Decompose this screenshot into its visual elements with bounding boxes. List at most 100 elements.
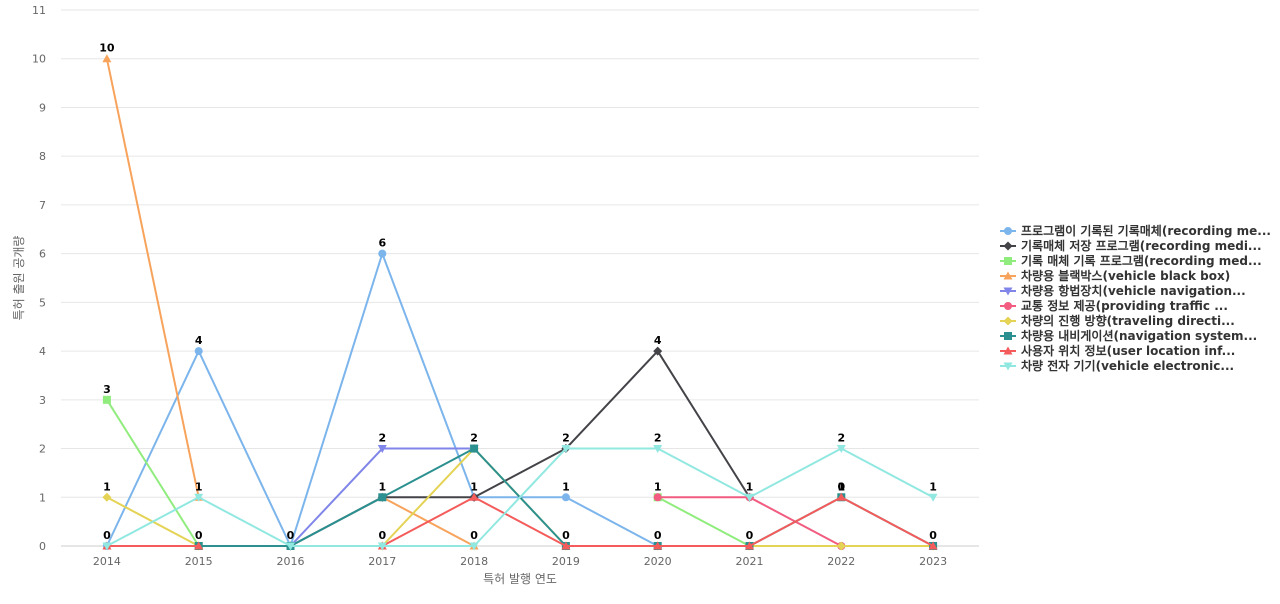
legend-marker [1003, 241, 1013, 251]
legend-item[interactable]: 프로그램이 기록된 기록매체(recording me... [1000, 223, 1271, 238]
legend-marker [1004, 227, 1012, 235]
legend-item[interactable]: 사용자 위치 정보(user location inf... [1000, 343, 1235, 358]
data-point [194, 493, 204, 502]
legend-marker [1003, 287, 1013, 296]
legend-label: 차량용 블랙박스(vehicle black box) [1021, 268, 1230, 283]
data-point [469, 492, 479, 501]
data-point [286, 542, 295, 551]
series-line [105, 447, 935, 547]
legend-marker [1003, 346, 1013, 355]
data-label: 6 [378, 237, 386, 250]
data-label: 1 [837, 480, 845, 493]
y-axis-title: 특허 출원 공개량 [12, 236, 26, 321]
data-label: 10 [99, 42, 115, 55]
data-point [377, 445, 387, 454]
legend-marker [1004, 257, 1012, 265]
legend-item[interactable]: 차량의 진행 방향(traveling directi... [1000, 313, 1235, 328]
x-tick-label: 2016 [277, 555, 305, 568]
data-point [928, 541, 938, 550]
x-tick-label: 2020 [644, 555, 672, 568]
data-label: 0 [378, 529, 386, 542]
data-point [653, 346, 663, 356]
x-tick-label: 2014 [93, 555, 121, 568]
y-tick-label: 8 [39, 150, 46, 163]
data-label: 0 [929, 529, 937, 542]
data-label: 2 [470, 432, 478, 445]
data-label: 2 [378, 432, 386, 445]
legend-item[interactable]: 교통 정보 제공(providing traffic ... [1000, 298, 1228, 313]
legend-label: 차량 전자 기기(vehicle electronic... [1021, 358, 1234, 373]
legend-item[interactable]: 차량용 블랙박스(vehicle black box) [1000, 268, 1230, 283]
data-label: 0 [195, 529, 203, 542]
data-point [469, 542, 479, 551]
data-point [561, 445, 571, 454]
data-point [102, 54, 112, 63]
data-point [102, 395, 111, 404]
x-axis-ticks: 2014 2015 2016 2017 2018 2019 2020 2021 2022 2023 [93, 555, 947, 568]
data-point [378, 249, 387, 258]
data-point [102, 492, 112, 502]
legend-label: 차량용 항법장치(vehicle navigation... [1021, 283, 1246, 298]
legend-marker [1003, 316, 1013, 326]
series-lines [102, 54, 938, 551]
data-label: 0 [103, 529, 111, 542]
data-label: 0 [562, 529, 570, 542]
data-label: 1 [929, 480, 937, 493]
data-label: 1 [195, 480, 203, 493]
data-point [653, 493, 662, 502]
data-point [194, 541, 204, 550]
legend-label: 교통 정보 제공(providing traffic ... [1021, 298, 1228, 313]
x-tick-label: 2021 [736, 555, 764, 568]
legend-marker [1004, 332, 1012, 340]
legend-item[interactable]: 기록 매체 기록 프로그램(recording med... [1000, 253, 1262, 268]
data-point [836, 492, 846, 501]
data-label: 0 [470, 529, 478, 542]
y-axis-ticks: 0 1 2 3 4 5 6 7 8 9 10 11 [32, 4, 46, 553]
y-tick-label: 0 [39, 540, 46, 553]
legend-item[interactable]: 차량용 내비게이션(navigation system... [1000, 328, 1257, 343]
y-tick-label: 11 [32, 4, 46, 17]
y-tick-label: 9 [39, 101, 46, 114]
x-tick-label: 2022 [827, 555, 855, 568]
series-9 [102, 445, 938, 551]
x-tick-label: 2019 [552, 555, 580, 568]
y-tick-label: 6 [39, 248, 46, 261]
data-point [836, 541, 846, 551]
data-label: 0 [837, 480, 845, 493]
series-8 [102, 492, 938, 550]
legend-label: 프로그램이 기록된 기록매체(recording me... [1021, 223, 1271, 238]
data-point [745, 493, 754, 502]
data-label: 1 [654, 480, 662, 493]
y-tick-label: 7 [39, 199, 46, 212]
series-line [105, 496, 935, 547]
data-label: 3 [103, 383, 111, 396]
data-point [561, 541, 571, 550]
legend-label: 기록매체 저장 프로그램(recording medi... [1021, 238, 1262, 253]
y-tick-label: 10 [32, 53, 46, 66]
x-tick-label: 2018 [460, 555, 488, 568]
legend: 프로그램이 기록된 기록매체(recording me...기록매체 저장 프로… [1000, 223, 1271, 373]
data-point [928, 493, 938, 502]
data-point [653, 541, 663, 550]
data-point [745, 541, 754, 550]
y-tick-label: 3 [39, 394, 46, 407]
data-label: 0 [654, 529, 662, 542]
data-label: 1 [562, 480, 570, 493]
legend-item[interactable]: 차량 전자 기기(vehicle electronic... [1000, 358, 1234, 373]
data-point [653, 445, 663, 454]
data-point [378, 493, 387, 502]
legend-label: 차량의 진행 방향(traveling directi... [1021, 313, 1235, 328]
data-label: 1 [470, 480, 478, 493]
legend-item[interactable]: 기록매체 저장 프로그램(recording medi... [1000, 238, 1262, 253]
y-tick-label: 4 [39, 345, 46, 358]
data-label: 0 [287, 529, 295, 542]
data-point [836, 445, 846, 454]
legend-item[interactable]: 차량용 항법장치(vehicle navigation... [1000, 283, 1246, 298]
y-tick-label: 5 [39, 296, 46, 309]
data-point [561, 493, 570, 502]
data-label: 4 [195, 334, 203, 347]
x-tick-label: 2017 [368, 555, 396, 568]
